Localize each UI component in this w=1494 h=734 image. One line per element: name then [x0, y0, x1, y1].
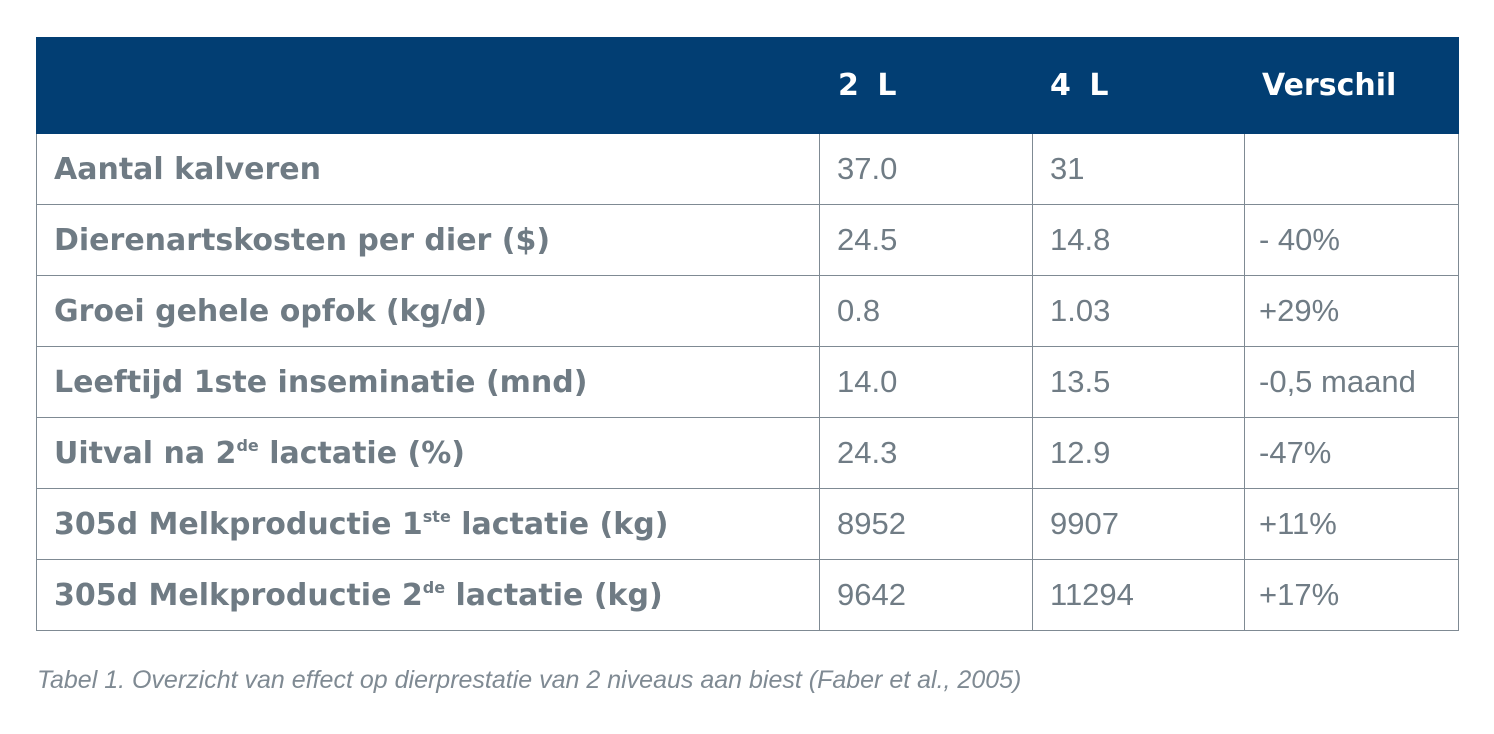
value-verschil: -47% [1244, 417, 1459, 489]
row-label-text: Leeftijd 1ste inseminatie (mnd) [54, 364, 588, 400]
row-label: Leeftijd 1ste inseminatie (mnd) [36, 346, 820, 418]
value-verschil: +11% [1244, 488, 1459, 560]
value-4l: 31 [1032, 133, 1245, 205]
row-label: 305d Melkproductie 1ste lactatie (kg) [36, 488, 820, 560]
value-verschil: +29% [1244, 275, 1459, 347]
row-label-suffix: lactatie (kg) [445, 577, 663, 613]
row-label-sup: de [236, 435, 259, 455]
table-row: Groei gehele opfok (kg/d) 0.8 1.03 +29% [36, 275, 1459, 347]
row-label-suffix: lactatie (kg) [450, 506, 669, 542]
row-label: 305d Melkproductie 2de lactatie (kg) [36, 559, 820, 631]
row-label-suffix: lactatie (%) [258, 435, 465, 471]
row-label-text: 305d Melkproductie 2 [54, 577, 423, 613]
value-4l: 1.03 [1032, 275, 1245, 347]
table-row: 305d Melkproductie 2de lactatie (kg) 964… [36, 559, 1459, 631]
row-label: Aantal kalveren [36, 133, 820, 205]
value-4l: 9907 [1032, 488, 1245, 560]
value-2l: 24.5 [819, 204, 1033, 276]
value-4l: 14.8 [1032, 204, 1245, 276]
table-row: Leeftijd 1ste inseminatie (mnd) 14.0 13.… [36, 346, 1459, 418]
value-verschil: - 40% [1244, 204, 1459, 276]
row-label-text: 305d Melkproductie 1 [54, 506, 423, 542]
row-label-sup: ste [422, 506, 451, 526]
row-label-text: Groei gehele opfok (kg/d) [54, 293, 488, 329]
header-cell-verschil: Verschil [1244, 37, 1459, 134]
row-label-text: Aantal kalveren [54, 151, 322, 187]
value-2l: 14.0 [819, 346, 1033, 418]
value-2l: 24.3 [819, 417, 1033, 489]
table-row: 305d Melkproductie 1ste lactatie (kg) 89… [36, 488, 1459, 560]
header-row: 2 L 4 L Verschil [36, 37, 1459, 134]
row-label: Dierenartskosten per dier ($) [36, 204, 820, 276]
value-2l: 0.8 [819, 275, 1033, 347]
table-row: Uitval na 2de lactatie (%) 24.3 12.9 -47… [36, 417, 1459, 489]
row-label-text: Uitval na 2 [54, 435, 237, 471]
row-label-text: Dierenartskosten per dier ($) [54, 222, 551, 258]
table-caption: Tabel 1. Overzicht van effect op dierpre… [37, 666, 1022, 694]
row-label: Uitval na 2de lactatie (%) [36, 417, 820, 489]
value-4l: 11294 [1032, 559, 1245, 631]
header-cell-empty [36, 37, 820, 134]
value-verschil: +17% [1244, 559, 1459, 631]
table-row: Dierenartskosten per dier ($) 24.5 14.8 … [36, 204, 1459, 276]
value-2l: 9642 [819, 559, 1033, 631]
header-cell-2l: 2 L [819, 37, 1033, 134]
table-row: Aantal kalveren 37.0 31 [36, 133, 1459, 205]
value-4l: 12.9 [1032, 417, 1245, 489]
value-2l: 37.0 [819, 133, 1033, 205]
value-4l: 13.5 [1032, 346, 1245, 418]
row-label-sup: de [422, 577, 446, 597]
row-label: Groei gehele opfok (kg/d) [36, 275, 820, 347]
results-table: 2 L 4 L Verschil Aantal kalveren 37.0 31… [36, 37, 1459, 631]
header-cell-4l: 4 L [1032, 37, 1245, 134]
value-2l: 8952 [819, 488, 1033, 560]
value-verschil [1244, 133, 1459, 205]
value-verschil: -0,5 maand [1244, 346, 1459, 418]
